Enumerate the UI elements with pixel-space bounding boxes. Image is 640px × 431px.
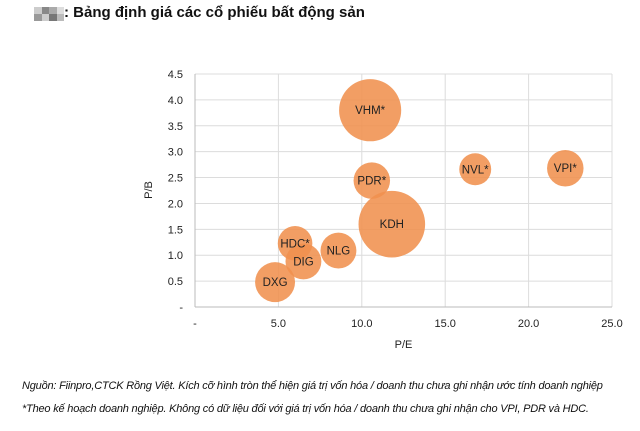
bubble-label: VHM* [355,105,386,117]
y-tick-label: 4.5 [168,69,183,81]
bubble-chart: - 5.0 10.0 15.0 20.0 25.0 - 0.5 1.0 1.5 2.0 2.5 3.0 3… [143,69,623,351]
y-tick-label: 1.5 [168,224,183,236]
bubble-label: PDR* [357,176,386,188]
x-tick-label: 5.0 [271,318,286,330]
bubble-label: VPI* [554,163,578,175]
x-tick-label: 10.0 [351,318,372,330]
y-tick-label: 1.0 [168,250,183,262]
bubble-label: DXG [263,277,288,289]
bubble-label: NLG [327,246,351,258]
bubble-label: KDH [380,219,404,231]
chart-title: : Bảng định giá các cổ phiếu bất động sả… [64,4,365,21]
bubble-label: NVL* [462,164,489,176]
y-tick-label: 3.5 [168,121,183,133]
y-tick-label: 2.0 [168,198,183,210]
bubble-pdr [353,162,391,199]
bubble-dxg [255,262,296,303]
y-tick-label: 0.5 [168,276,183,288]
bubble-kdh [358,190,426,258]
bubble-vpi [547,149,584,187]
y-tick-label: 2.5 [168,173,183,185]
y-tick-label: - [179,302,183,314]
x-tick-label: - [193,318,197,330]
y-axis-label: P/B [143,181,155,199]
y-tick-label: 3.0 [168,147,183,159]
y-tick-label: 4.0 [168,95,183,107]
x-tick-label: 20.0 [518,318,539,330]
bubble-label: HDC* [280,238,310,250]
footnote-source: Nguồn: Fiinpro,CTCK Rồng Việt. Kích cỡ h… [22,380,603,392]
bubble-nlg [320,232,357,269]
bubble-nvl [459,153,492,186]
bubble-dig [285,243,322,280]
logo-icon [34,7,64,21]
x-tick-label: 15.0 [434,318,455,330]
x-tick-label: 25.0 [601,318,622,330]
bubble-label: DIG [293,256,314,268]
bubble-vhm [339,79,402,142]
footnote-note: *Theo kế hoạch doanh nghiệp. Không có dữ… [22,403,589,415]
x-axis-label: P/E [395,339,413,351]
